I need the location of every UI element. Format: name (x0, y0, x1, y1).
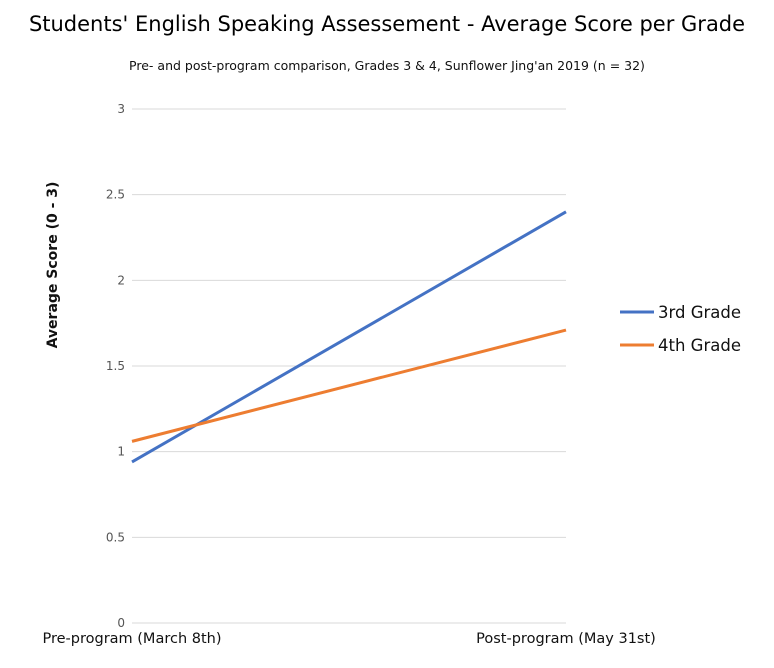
gridlines (132, 108, 566, 624)
y-tick-label: 2 (117, 273, 125, 287)
y-tick-label: 1.5 (106, 359, 125, 373)
y-tick-label: 3 (117, 102, 125, 116)
y-tick-label: 0 (117, 616, 125, 630)
chart-subtitle: Pre- and post-program comparison, Grades… (129, 58, 645, 73)
y-axis-label: Average Score (0 - 3) (45, 182, 61, 349)
series-line-2 (131, 328, 567, 443)
series-lines (131, 210, 567, 464)
series-line-1 (131, 210, 567, 464)
chart-title: Students' English Speaking Assessement -… (29, 12, 745, 36)
y-tick-label: 0.5 (106, 530, 125, 544)
x-axis-ticks: Pre-program (March 8th) Post-program (May… (42, 631, 655, 647)
x-tick-label: Pre-program (March 8th) (42, 631, 221, 647)
y-tick-label: 2.5 (106, 188, 125, 202)
x-tick-label: Post-program (May 31st) (476, 631, 656, 647)
legend-label: 3rd Grade (658, 303, 741, 322)
legend-label: 4th Grade (658, 336, 741, 355)
y-tick-label: 1 (117, 445, 125, 459)
y-axis-ticks: 0 0.5 1 1.5 2 2.5 3 (106, 102, 125, 630)
legend: 3rd Grade 4th Grade (620, 303, 741, 355)
